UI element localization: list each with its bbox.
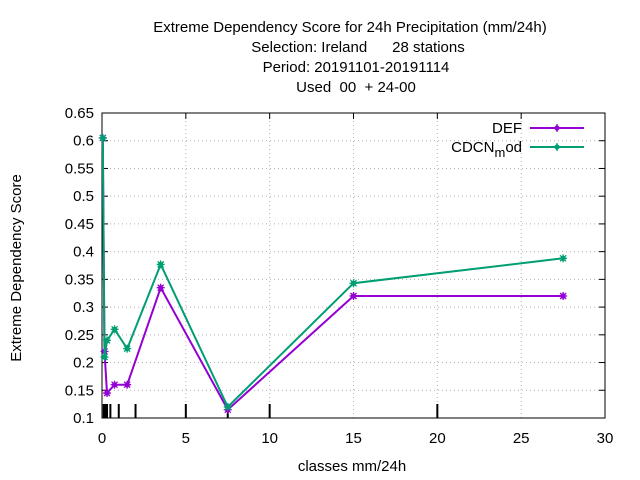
point-marker-d2 [224, 403, 232, 411]
x-tick-label: 25 [513, 430, 530, 447]
y-tick-label: 0.15 [65, 382, 94, 399]
series-line-cdcn-mod [101, 137, 564, 409]
grid [102, 113, 605, 418]
y-tick-label: 0.3 [73, 299, 94, 316]
series-cdcn-mod [98, 133, 568, 411]
y-tick-label: 0.4 [73, 244, 94, 261]
x-tick-label: 5 [182, 430, 190, 447]
data-point-cdcn-mod [100, 353, 109, 361]
x-axis-label: classes mm/24h [298, 458, 406, 475]
data-point-cdcn-mod [98, 133, 107, 142]
x-tick-label: 30 [597, 430, 614, 447]
point-marker-d2 [103, 336, 111, 344]
legend-cdcn-rest: od [505, 139, 522, 156]
data-point-cdcn-mod [110, 325, 119, 334]
x-tick-label: 0 [98, 430, 106, 447]
y-tick-label: 0.5 [73, 188, 94, 205]
point-marker-d2 [559, 292, 567, 300]
class-marks [102, 404, 439, 418]
y-tick-label: 0.2 [73, 355, 94, 372]
point-marker-d2 [350, 279, 357, 287]
legend-label-cdcn-mod: CDCNmod [451, 139, 522, 160]
legend-cdcn-sub: m [494, 145, 505, 160]
point-marker-d2 [559, 254, 567, 262]
x-tick-label: 10 [261, 430, 278, 447]
y-tick-label: 0.35 [65, 271, 94, 288]
data-point-cdcn-mod [223, 402, 232, 411]
y-axis-label: Extreme Dependency Score [8, 174, 25, 362]
point-marker-d2 [111, 381, 119, 389]
point-marker-d2 [101, 353, 108, 361]
title-line-2: Selection: Ireland 28 stations [251, 39, 464, 56]
title-line-1: Extreme Dependency Score for 24h Precipi… [153, 19, 547, 36]
data-point-cdcn-mod [349, 279, 358, 288]
point-marker-d2 [123, 345, 131, 353]
data-point-def [559, 292, 568, 300]
x-tick-label: 20 [429, 430, 446, 447]
series-def [98, 133, 568, 414]
point-marker-d2 [111, 325, 119, 333]
data-point-cdcn-mod [559, 254, 568, 263]
data-point-def [349, 292, 358, 300]
data-point-cdcn-mod [156, 260, 165, 269]
point-marker-d2 [103, 389, 111, 397]
legend-cdcn-main: CDCN [451, 139, 494, 156]
point-marker-d2 [157, 284, 165, 292]
data-point-def [110, 380, 119, 389]
y-tick-label: 0.1 [73, 410, 94, 427]
chart-title: Extreme Dependency Score for 24h Precipi… [153, 19, 547, 96]
y-tick-label: 0.6 [73, 133, 94, 150]
data-point-def [123, 380, 132, 389]
y-tick-label: 0.65 [65, 105, 94, 122]
data-point-cdcn-mod [103, 336, 112, 345]
title-line-3: Period: 20191101-20191114 [263, 59, 450, 76]
y-tick-label: 0.55 [65, 160, 94, 177]
legend-label-def: DEF [492, 120, 522, 137]
point-marker-d2 [123, 381, 131, 389]
x-tick-label: 15 [345, 430, 362, 447]
point-marker-d2 [350, 292, 357, 300]
title-line-4: Used 00 + 24-00 [296, 79, 416, 96]
data-point-def [156, 283, 165, 292]
ticks: 0.1 0.15 0.2 0.25 0.3 0.35 0.4 0.45 0.5 0.55 0.6 0.… [65, 105, 614, 447]
series-layer [98, 133, 568, 414]
point-marker-d2 [157, 260, 165, 268]
y-tick-label: 0.25 [65, 327, 94, 344]
legend: DEF CDCNmod [451, 120, 584, 160]
y-tick-label: 0.45 [65, 216, 94, 233]
series-line-def [101, 137, 564, 412]
data-point-cdcn-mod [123, 344, 132, 353]
data-point-def [103, 389, 112, 398]
point-marker-d2 [99, 134, 107, 142]
